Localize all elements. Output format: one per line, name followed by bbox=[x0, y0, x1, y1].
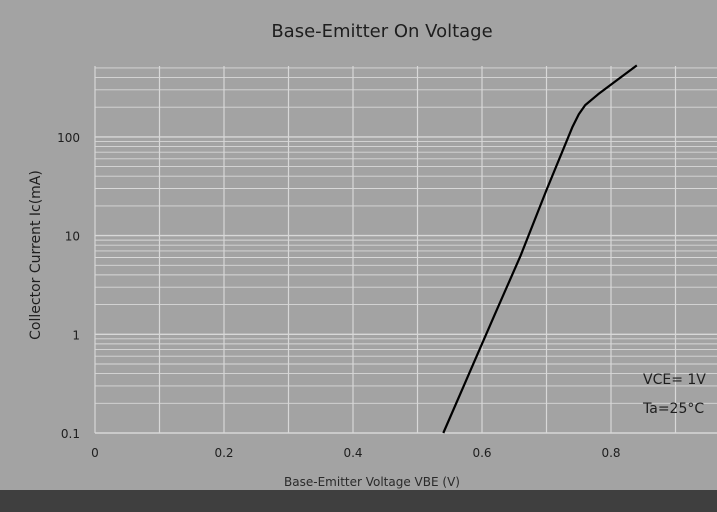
x-tick-label: 0.8 bbox=[601, 446, 620, 460]
annotation-vce: VCE= 1V bbox=[643, 372, 706, 388]
grid-lines bbox=[94, 66, 717, 434]
x-tick-label: 0.6 bbox=[472, 446, 491, 460]
curve-layer bbox=[442, 64, 638, 434]
text-layer: Base-Emitter On Voltage Collector Curren… bbox=[28, 21, 706, 489]
x-axis-label: Base-Emitter Voltage VBE (V) bbox=[284, 475, 460, 489]
annotation-ta: Ta=25°C bbox=[642, 401, 704, 417]
y-tick-label: 0.1 bbox=[61, 427, 80, 441]
x-tick-label: 0.2 bbox=[214, 446, 233, 460]
y-tick-label: 10 bbox=[65, 230, 80, 244]
bottom-bar bbox=[0, 490, 717, 512]
chart-title: Base-Emitter On Voltage bbox=[271, 21, 492, 42]
ic-vbe-curve bbox=[442, 64, 638, 434]
y-tick-label: 100 bbox=[57, 131, 80, 145]
x-tick-label: 0 bbox=[91, 446, 99, 460]
y-axis-label: Collector Current Ic(mA) bbox=[28, 170, 44, 340]
y-tick-label: 1 bbox=[72, 328, 80, 342]
x-tick-label: 0.4 bbox=[343, 446, 362, 460]
